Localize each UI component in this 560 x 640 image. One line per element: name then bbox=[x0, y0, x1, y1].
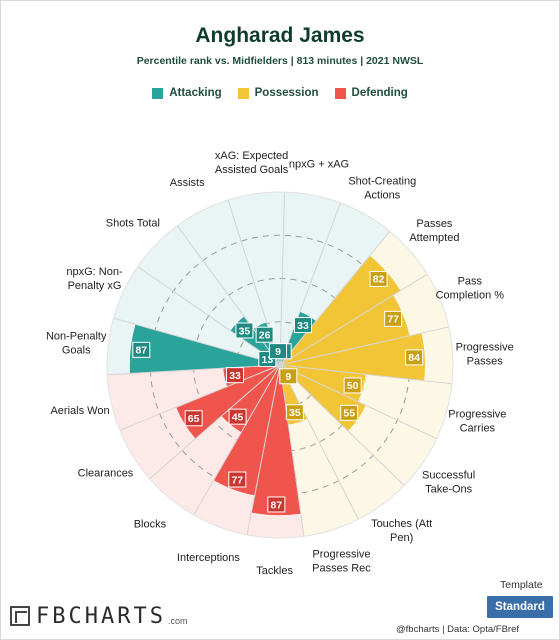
spoke-12 bbox=[193, 364, 281, 516]
spoke-14 bbox=[119, 364, 281, 431]
value-box-clearances bbox=[184, 410, 203, 427]
spoke-8 bbox=[279, 364, 405, 486]
spoke-16 bbox=[113, 317, 281, 366]
axis-label-progressive-passes-rec: Progressive Passes Rec bbox=[312, 549, 371, 575]
value-label-progressive-carries: 50 bbox=[347, 380, 359, 392]
value-label-non-penalty-goals: 87 bbox=[135, 345, 147, 357]
value-box-blocks bbox=[228, 408, 247, 425]
value-label-clearances: 65 bbox=[188, 413, 200, 425]
value-label-interceptions: 77 bbox=[231, 474, 243, 486]
value-label-successful-take-ons: 55 bbox=[343, 408, 355, 420]
value-label-tackles: 87 bbox=[271, 499, 283, 511]
axis-label-assists: Assists bbox=[170, 177, 205, 189]
value-box-aerials-won bbox=[226, 367, 245, 384]
axis-label-non-penalty-goals: Non-Penalty Goals bbox=[46, 331, 107, 357]
axis-label-clearances: Clearances bbox=[78, 468, 134, 480]
value-box-shot-creating-actions bbox=[293, 317, 312, 334]
value-box-touches-att-pen bbox=[279, 368, 298, 385]
spoke-11 bbox=[246, 364, 281, 535]
axis-label-interceptions: Interceptions bbox=[177, 552, 240, 564]
value-box-xag-expected-assisted-goals bbox=[269, 343, 288, 360]
axis-label-blocks: Blocks bbox=[134, 518, 167, 530]
legend-swatch-attacking bbox=[152, 87, 164, 99]
spoke-15 bbox=[107, 364, 281, 376]
value-box-non-penalty-goals bbox=[132, 341, 151, 358]
value-box-progressive-passes-rec bbox=[285, 404, 304, 421]
axis-label-passes-attempted: Passes Attempted bbox=[409, 218, 459, 244]
spoke-1 bbox=[279, 192, 286, 366]
fbcharts-logo-icon bbox=[10, 606, 30, 626]
value-box-passes-attempted bbox=[369, 270, 388, 287]
value-box-shots-total bbox=[235, 322, 254, 339]
axis-label-xag-expected-assisted-goals: xAG: Expected Assisted Goals bbox=[215, 150, 289, 176]
axis-label-tackles: Tackles bbox=[256, 565, 293, 577]
spoke-6 bbox=[279, 364, 453, 385]
value-box-assists bbox=[255, 326, 274, 343]
legend-label-attacking: Attacking bbox=[169, 87, 222, 99]
spoke-10 bbox=[279, 364, 305, 537]
axis-label-shots-total: Shots Total bbox=[106, 217, 160, 229]
legend-label-possession: Possession bbox=[254, 87, 319, 99]
value-label-passes-attempted: 82 bbox=[373, 274, 385, 286]
legend: Attacking Possession Defending bbox=[0, 87, 560, 99]
chart-subtitle: Percentile rank vs. Midfielders | 813 mi… bbox=[136, 55, 424, 67]
value-label-progressive-passes: 84 bbox=[408, 352, 420, 364]
background-sector-npxg-non-penalty-xg bbox=[113, 266, 281, 365]
legend-swatch-possession bbox=[237, 87, 249, 99]
value-box-successful-take-ons bbox=[340, 404, 359, 421]
fbcharts-logo: FBCHARTS .com bbox=[10, 606, 187, 628]
value-label-assists: 26 bbox=[259, 330, 271, 342]
axis-label-npxg-non-penalty-xg: npxG: Non-Penalty xG bbox=[66, 266, 123, 292]
axis-label-pass-completion: Pass Completion % bbox=[436, 276, 505, 302]
legend-item-attacking: Attacking bbox=[152, 87, 222, 99]
value-label-touches-att-pen: 9 bbox=[285, 371, 291, 383]
value-label-npxg-non-penalty-xg: 13 bbox=[261, 354, 273, 366]
spoke-5 bbox=[279, 326, 449, 366]
legend-label-defending: Defending bbox=[351, 87, 408, 99]
value-label-blocks: 45 bbox=[232, 411, 244, 423]
background-sector-touches-att-pen bbox=[280, 365, 405, 520]
value-box-pass-completion bbox=[384, 310, 403, 327]
spoke-2 bbox=[279, 202, 341, 366]
axis-label-successful-take-ons: Successful Take-Ons bbox=[422, 470, 475, 496]
axis-label-npxg-xag: npxG + xAG bbox=[289, 159, 349, 171]
value-box-progressive-carries bbox=[343, 377, 362, 394]
template-standard-button[interactable]: Standard bbox=[487, 596, 553, 618]
value-label-shots-total: 35 bbox=[239, 325, 251, 337]
spoke-9 bbox=[279, 364, 359, 520]
spoke-13 bbox=[149, 364, 281, 480]
outer-ring bbox=[106, 191, 454, 539]
axis-label-aerials-won: Aerials Won bbox=[50, 405, 109, 417]
legend-item-possession: Possession bbox=[237, 87, 319, 99]
background-sector-assists bbox=[177, 199, 280, 365]
value-label-aerials-won: 33 bbox=[229, 370, 241, 382]
axis-label-touches-att-pen: Touches (Att Pen) bbox=[371, 518, 432, 544]
value-label-shot-creating-actions: 33 bbox=[297, 320, 309, 332]
data-credit: @fbcharts | Data: Opta/FBref bbox=[396, 624, 519, 635]
value-label-progressive-passes-rec: 35 bbox=[289, 407, 301, 419]
axis-label-progressive-carries: Progressive Carries bbox=[448, 409, 506, 435]
value-label-xag-expected-assisted-goals: 9 bbox=[275, 346, 281, 358]
axis-label-shot-creating-actions: Shot-Creating Actions bbox=[348, 175, 416, 201]
logo-text: FBCHARTS bbox=[36, 604, 166, 629]
spoke-7 bbox=[279, 364, 437, 440]
logo-suffix: .com bbox=[167, 616, 188, 626]
axis-label-progressive-passes: Progressive Passes bbox=[456, 341, 514, 367]
chart-title: Angharad James bbox=[195, 24, 365, 47]
value-box-tackles bbox=[267, 496, 286, 513]
spoke-3 bbox=[279, 230, 391, 366]
value-label-pass-completion: 77 bbox=[387, 314, 399, 326]
value-box-interceptions bbox=[228, 471, 247, 488]
spoke-4 bbox=[279, 273, 428, 366]
spoke-17 bbox=[137, 266, 281, 366]
value-box-progressive-passes bbox=[405, 349, 424, 366]
template-label: Template bbox=[500, 579, 543, 591]
legend-swatch-defending bbox=[334, 87, 346, 99]
background-sector-xag-expected-assisted-goals bbox=[228, 191, 285, 365]
legend-item-defending: Defending bbox=[334, 87, 408, 99]
